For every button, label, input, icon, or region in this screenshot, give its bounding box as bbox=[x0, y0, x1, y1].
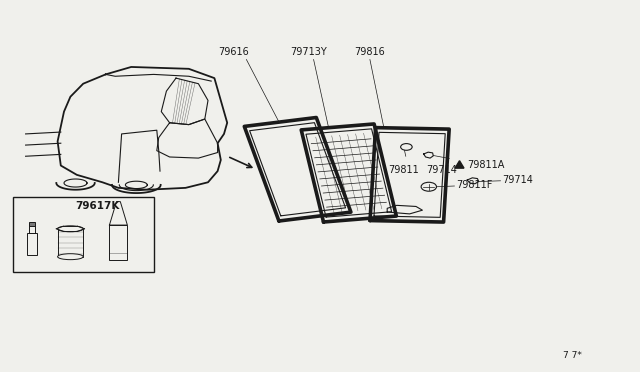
Text: 79617K: 79617K bbox=[75, 201, 120, 211]
Ellipse shape bbox=[58, 254, 83, 260]
Polygon shape bbox=[455, 161, 464, 168]
Ellipse shape bbox=[58, 226, 83, 232]
Text: 79714: 79714 bbox=[502, 175, 533, 185]
Text: 79816: 79816 bbox=[355, 46, 385, 57]
Bar bbox=[27, 232, 37, 255]
Bar bbox=[29, 222, 35, 226]
Circle shape bbox=[401, 144, 412, 150]
Bar bbox=[58, 229, 83, 257]
Text: 7 7*: 7 7* bbox=[563, 351, 582, 360]
Text: 79811: 79811 bbox=[388, 165, 419, 175]
Bar bbox=[29, 225, 35, 232]
Text: 79811A: 79811A bbox=[467, 160, 504, 170]
Bar bbox=[109, 225, 127, 260]
Text: 79616: 79616 bbox=[218, 46, 249, 57]
Text: 79811F: 79811F bbox=[456, 180, 493, 190]
Text: 79714: 79714 bbox=[426, 165, 457, 175]
Bar bbox=[13, 197, 154, 272]
Circle shape bbox=[421, 182, 436, 191]
Polygon shape bbox=[109, 202, 127, 225]
Text: 79713Y: 79713Y bbox=[290, 46, 327, 57]
